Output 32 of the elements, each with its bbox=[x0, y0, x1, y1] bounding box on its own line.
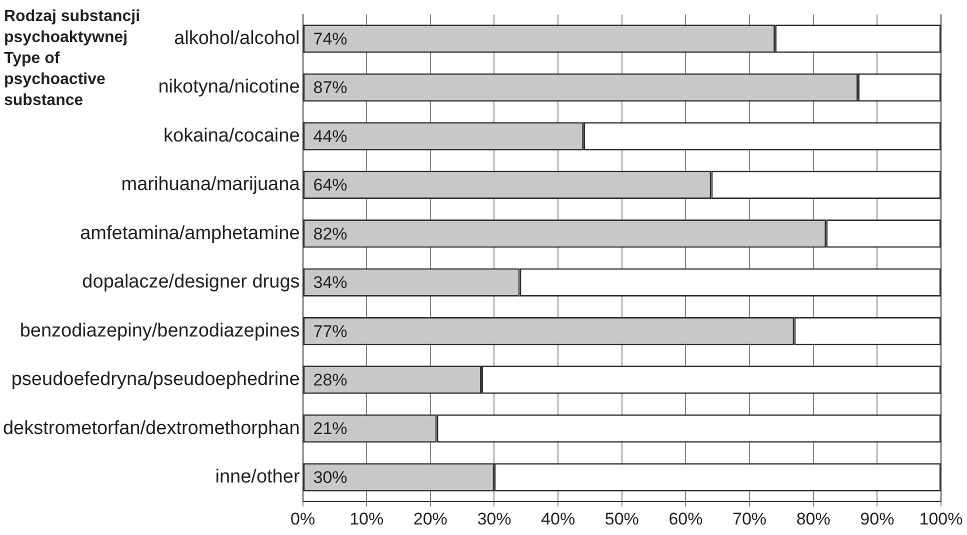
data-label: 21% bbox=[313, 419, 348, 438]
data-label: 77% bbox=[313, 322, 348, 341]
x-tick-label: 40% bbox=[541, 509, 576, 528]
data-label: 82% bbox=[313, 224, 348, 244]
data-label: 44% bbox=[313, 126, 348, 146]
data-label: 30% bbox=[313, 468, 348, 487]
y-tick-label: dopalacze/designer drugs bbox=[82, 272, 300, 293]
y-tick-label: pseudoefedryna/pseudoephedrine bbox=[11, 369, 300, 390]
data-label: 28% bbox=[313, 370, 348, 390]
x-tick-label: 30% bbox=[477, 509, 512, 528]
y-tick-label: nikotyna/nicotine bbox=[158, 76, 300, 98]
x-tick-label: 100% bbox=[919, 509, 963, 528]
x-tick-label: 70% bbox=[732, 509, 767, 528]
data-label: 87% bbox=[313, 78, 348, 98]
data-label: 74% bbox=[313, 29, 348, 48]
y-tick-label: dekstrometorfan/dextromethorphan bbox=[2, 418, 300, 439]
y-tick-label: inne/other bbox=[215, 466, 300, 488]
y-tick-label: marihuana/marijuana bbox=[121, 174, 300, 196]
y-tick-label: benzodiazepiny/benzodiazepines bbox=[20, 320, 300, 342]
x-tick-label: 60% bbox=[668, 509, 703, 528]
x-tick-label: 50% bbox=[604, 509, 639, 528]
data-label: 64% bbox=[313, 176, 348, 195]
x-tick-label: 90% bbox=[860, 509, 894, 528]
y-tick-label: amfetamina/amphetamine bbox=[80, 222, 300, 244]
x-tick-label: 10% bbox=[350, 509, 384, 528]
y-tick-label: kokaina/cocaine bbox=[164, 125, 300, 146]
x-tick-label: 20% bbox=[413, 509, 448, 528]
x-tick-label: 0% bbox=[290, 509, 316, 528]
y-tick-label: alkohol/alcohol bbox=[174, 28, 300, 49]
data-label: 34% bbox=[313, 273, 348, 292]
x-tick-label: 80% bbox=[796, 509, 830, 528]
y-axis-title: Rodzaj substancji psychoaktywnej Type of psychoactive substance bbox=[4, 8, 140, 109]
